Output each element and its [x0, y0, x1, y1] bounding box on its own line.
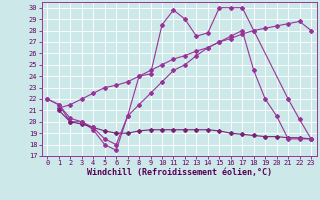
X-axis label: Windchill (Refroidissement éolien,°C): Windchill (Refroidissement éolien,°C)	[87, 168, 272, 177]
